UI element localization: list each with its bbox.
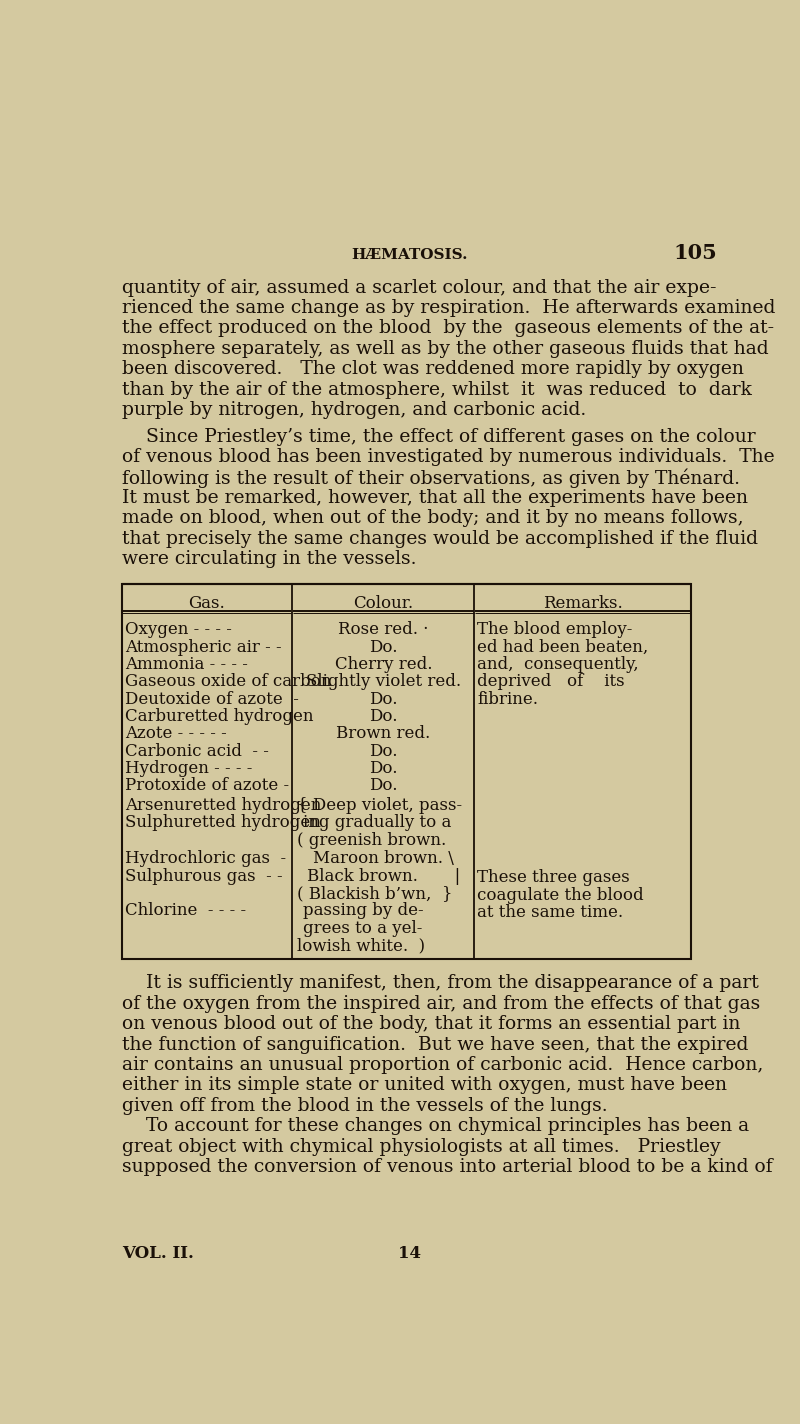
Text: Do.: Do. [369,708,398,725]
Text: made on blood, when out of the body; and it by no means follows,: made on blood, when out of the body; and… [122,510,743,527]
Text: To account for these changes on chymical principles has been a: To account for these changes on chymical… [122,1118,749,1135]
Text: Hydrogen - - - -: Hydrogen - - - - [125,760,252,778]
Text: HÆMATOSIS.: HÆMATOSIS. [352,248,468,262]
Text: fibrine.: fibrine. [478,691,538,708]
Text: Hydrochloric gas  -: Hydrochloric gas - [125,850,286,867]
Text: Colour.: Colour. [354,595,414,612]
Text: Oxygen - - - -: Oxygen - - - - [125,621,232,638]
Text: Cherry red.: Cherry red. [334,656,432,674]
Text: quantity of air, assumed a scarlet colour, and that the air expe-: quantity of air, assumed a scarlet colou… [122,279,716,296]
Text: deprived   of    its: deprived of its [478,674,625,691]
Text: Arsenuretted hydrogen: Arsenuretted hydrogen [125,797,321,815]
Text: lowish white.  ): lowish white. ) [297,937,425,954]
Text: Brown red.: Brown red. [336,725,430,742]
Text: Remarks.: Remarks. [543,595,622,612]
Bar [122,584,691,958]
Text: supposed the conversion of venous into arterial blood to be a kind of: supposed the conversion of venous into a… [122,1158,772,1176]
Text: Do.: Do. [369,742,398,759]
Text: air contains an unusual proportion of carbonic acid.  Hence carbon,: air contains an unusual proportion of ca… [122,1057,763,1074]
Text: Azote - - - - -: Azote - - - - - [125,725,226,742]
Text: either in its simple state or united with oxygen, must have been: either in its simple state or united wit… [122,1077,726,1095]
Text: The blood employ-: The blood employ- [478,621,633,638]
Text: than by the air of the atmosphere, whilst  it  was reduced  to  dark: than by the air of the atmosphere, whils… [122,380,751,399]
Text: following is the result of their observations, as given by Thénard.: following is the result of their observa… [122,468,740,488]
Text: VOL. II.: VOL. II. [122,1245,194,1262]
Text: { Deep violet, pass-: { Deep violet, pass- [297,797,462,815]
Text: Protoxide of azote -: Protoxide of azote - [125,778,289,795]
Text: Chlorine  - - - -: Chlorine - - - - [125,903,246,920]
Text: of venous blood has been investigated by numerous individuals.  The: of venous blood has been investigated by… [122,449,774,466]
Text: Rose red. ·: Rose red. · [338,621,429,638]
Text: given off from the blood in the vessels of the lungs.: given off from the blood in the vessels … [122,1096,607,1115]
Text: purple by nitrogen, hydrogen, and carbonic acid.: purple by nitrogen, hydrogen, and carbon… [122,402,586,419]
Text: Ammonia - - - -: Ammonia - - - - [125,656,248,674]
Text: Atmospheric air - -: Atmospheric air - - [125,638,282,655]
Text: Carburetted hydrogen: Carburetted hydrogen [125,708,314,725]
Text: ( Blackish b’wn,  }: ( Blackish b’wn, } [297,886,452,901]
Text: the effect produced on the blood  by the  gaseous elements of the at-: the effect produced on the blood by the … [122,319,774,337]
Text: the function of sanguification.  But we have seen, that the expired: the function of sanguification. But we h… [122,1035,748,1054]
Text: Deutoxide of azote  -: Deutoxide of azote - [125,691,298,708]
Text: of the oxygen from the inspired air, and from the effects of that gas: of the oxygen from the inspired air, and… [122,995,760,1012]
Text: were circulating in the vessels.: were circulating in the vessels. [122,550,416,568]
Text: rienced the same change as by respiration.  He afterwards examined: rienced the same change as by respiratio… [122,299,775,318]
Text: and,  consequently,: and, consequently, [478,656,639,674]
Text: coagulate the blood: coagulate the blood [478,887,644,904]
Text: Do.: Do. [369,638,398,655]
Text: Carbonic acid  - -: Carbonic acid - - [125,742,269,759]
Text: Do.: Do. [369,691,398,708]
Text: Gaseous oxide of carbon: Gaseous oxide of carbon [125,674,331,691]
Text: Black brown.       |: Black brown. | [306,867,460,884]
Text: Maroon brown. \: Maroon brown. \ [313,850,454,867]
Text: mosphere separately, as well as by the other gaseous fluids that had: mosphere separately, as well as by the o… [122,340,768,357]
Text: grees to a yel-: grees to a yel- [303,920,422,937]
Text: Gas.: Gas. [189,595,226,612]
Text: been discovered.   The clot was reddened more rapidly by oxygen: been discovered. The clot was reddened m… [122,360,743,379]
Text: at the same time.: at the same time. [478,904,623,921]
Text: These three gases: These three gases [478,869,630,886]
Text: Do.: Do. [369,760,398,778]
Text: ( greenish brown.: ( greenish brown. [297,832,446,849]
Text: on venous blood out of the body, that it forms an essential part in: on venous blood out of the body, that it… [122,1015,740,1034]
Text: Sulphuretted hydrogen: Sulphuretted hydrogen [125,815,321,832]
Text: that precisely the same changes would be accomplished if the fluid: that precisely the same changes would be… [122,530,758,548]
Text: ed had been beaten,: ed had been beaten, [478,638,649,655]
Text: 14: 14 [398,1245,422,1262]
Text: Slightly violet red.: Slightly violet red. [306,674,461,691]
Text: great object with chymical physiologists at all times.   Priestley: great object with chymical physiologists… [122,1138,720,1156]
Text: 105: 105 [674,244,718,263]
Text: Sulphurous gas  - -: Sulphurous gas - - [125,867,282,884]
Text: It must be remarked, however, that all the experiments have been: It must be remarked, however, that all t… [122,488,748,507]
Text: Since Priestley’s time, the effect of different gases on the colour: Since Priestley’s time, the effect of di… [122,427,755,446]
Text: Do.: Do. [369,778,398,795]
Text: It is sufficiently manifest, then, from the disappearance of a part: It is sufficiently manifest, then, from … [122,974,758,993]
Text: passing by de-: passing by de- [303,903,424,920]
Text: ing gradually to a: ing gradually to a [303,815,451,832]
